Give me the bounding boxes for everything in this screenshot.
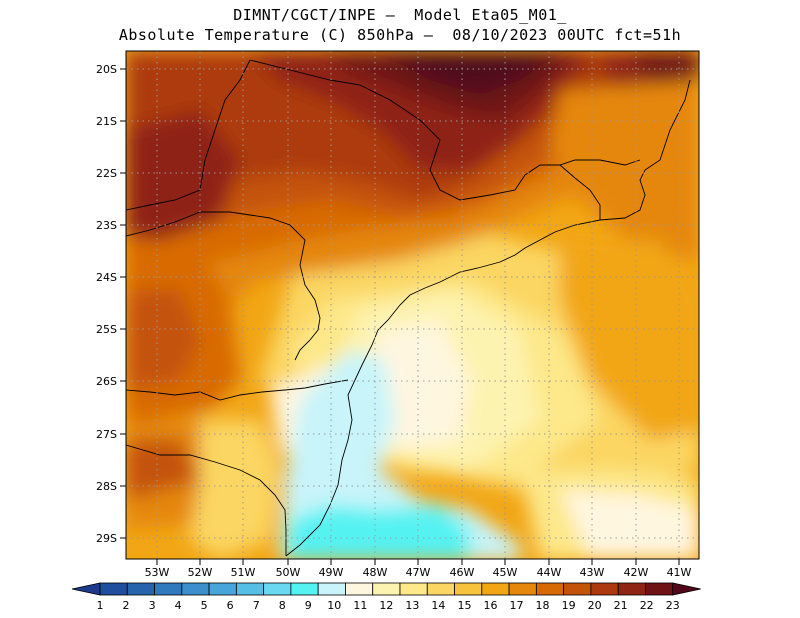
lat-label: 28S [96,480,117,493]
colorbar-label: 16 [483,599,497,612]
colorbar-swatch [181,582,210,596]
colorbar-swatch [590,582,619,596]
colorbar-label: 2 [123,599,130,612]
lon-axis: 53W 52W 51W 50W 49W 48W 47W 46W 45W 44W … [145,559,692,579]
lon-label: 52W [188,566,213,579]
grid-lines [126,51,699,559]
colorbar-swatch [345,582,374,596]
colorbar-label: 8 [279,599,286,612]
colorbar-label: 23 [666,599,680,612]
colorbar-swatch [263,582,292,596]
lon-label: 50W [276,566,301,579]
chart-title-line1: DIMNT/CGCT/INPE – Model Eta05_M01_ [233,6,567,24]
colorbar-swatch [563,582,592,596]
colorbar-swatch [235,582,265,596]
lon-label: 51W [231,566,256,579]
colorbar-label: 15 [457,599,471,612]
colorbar-swatch [617,582,646,596]
lon-label: 49W [319,566,344,579]
colorbar-swatch [208,582,237,596]
colorbar-label: 12 [379,599,393,612]
lon-label: 47W [406,566,431,579]
colorbar-swatch [481,582,510,596]
colorbar-swatch [126,582,155,596]
colorbar-arrow-right [672,582,701,596]
colorbar-label: 5 [201,599,208,612]
lon-label: 53W [145,566,170,579]
colorbar-label: 4 [175,599,182,612]
lat-label: 23S [96,219,117,232]
colorbar-label: 11 [353,599,367,612]
lat-label: 25S [96,323,117,336]
lon-label: 41W [667,566,692,579]
temperature-field [126,51,699,559]
lat-label: 22S [96,167,117,180]
colorbar-swatch [372,582,401,596]
colorbar-label: 1 [97,599,104,612]
coastline-borders [126,59,691,557]
lon-label: 44W [537,566,562,579]
lat-label: 20S [96,63,117,76]
lat-axis: 20S 21S 22S 23S 24S 25S 26S 27S 28S 29S [96,63,126,545]
colorbar-label: 21 [614,599,628,612]
colorbar-label: 18 [536,599,550,612]
lat-label: 26S [96,375,117,388]
colorbar-label: 22 [640,599,654,612]
colorbar-label: 20 [588,599,602,612]
colorbar-swatch [317,582,346,596]
colorbar-label: 19 [562,599,576,612]
colorbar-label: 3 [149,599,156,612]
lat-label: 29S [96,532,117,545]
colorbar-swatch [290,582,319,596]
colorbar-swatch [426,582,455,596]
lon-label: 48W [363,566,388,579]
map-frame [125,50,700,560]
colorbar-label: 7 [253,599,260,612]
colorbar-label: 14 [431,599,445,612]
colorbar-swatch [99,582,128,596]
colorbar-swatch [645,582,674,596]
lat-label: 27S [96,428,117,441]
colorbar-swatch [154,582,183,596]
colorbar-label: 6 [227,599,234,612]
lat-label: 21S [96,115,117,128]
colorbar-label: 9 [305,599,312,612]
lon-label: 42W [624,566,649,579]
colorbar-swatch [535,582,565,596]
lon-label: 45W [493,566,518,579]
colorbar-label: 17 [510,599,524,612]
lon-label: 43W [580,566,605,579]
chart-title-line2: Absolute Temperature (C) 850hPa – 08/10/… [118,26,682,44]
colorbar-swatch [508,582,537,596]
colorbar: 1 2 3 4 5 6 7 8 9 10 11 12 13 14 15 16 17 18 19 20 21 22 23 [71,582,701,612]
colorbar-label: 13 [405,599,419,612]
colorbar-label: 10 [327,599,341,612]
colorbar-arrow-left [71,582,101,596]
colorbar-swatch [454,582,483,596]
colorbar-swatch [399,582,428,596]
lat-label: 24S [96,271,117,284]
lon-label: 46W [450,566,475,579]
